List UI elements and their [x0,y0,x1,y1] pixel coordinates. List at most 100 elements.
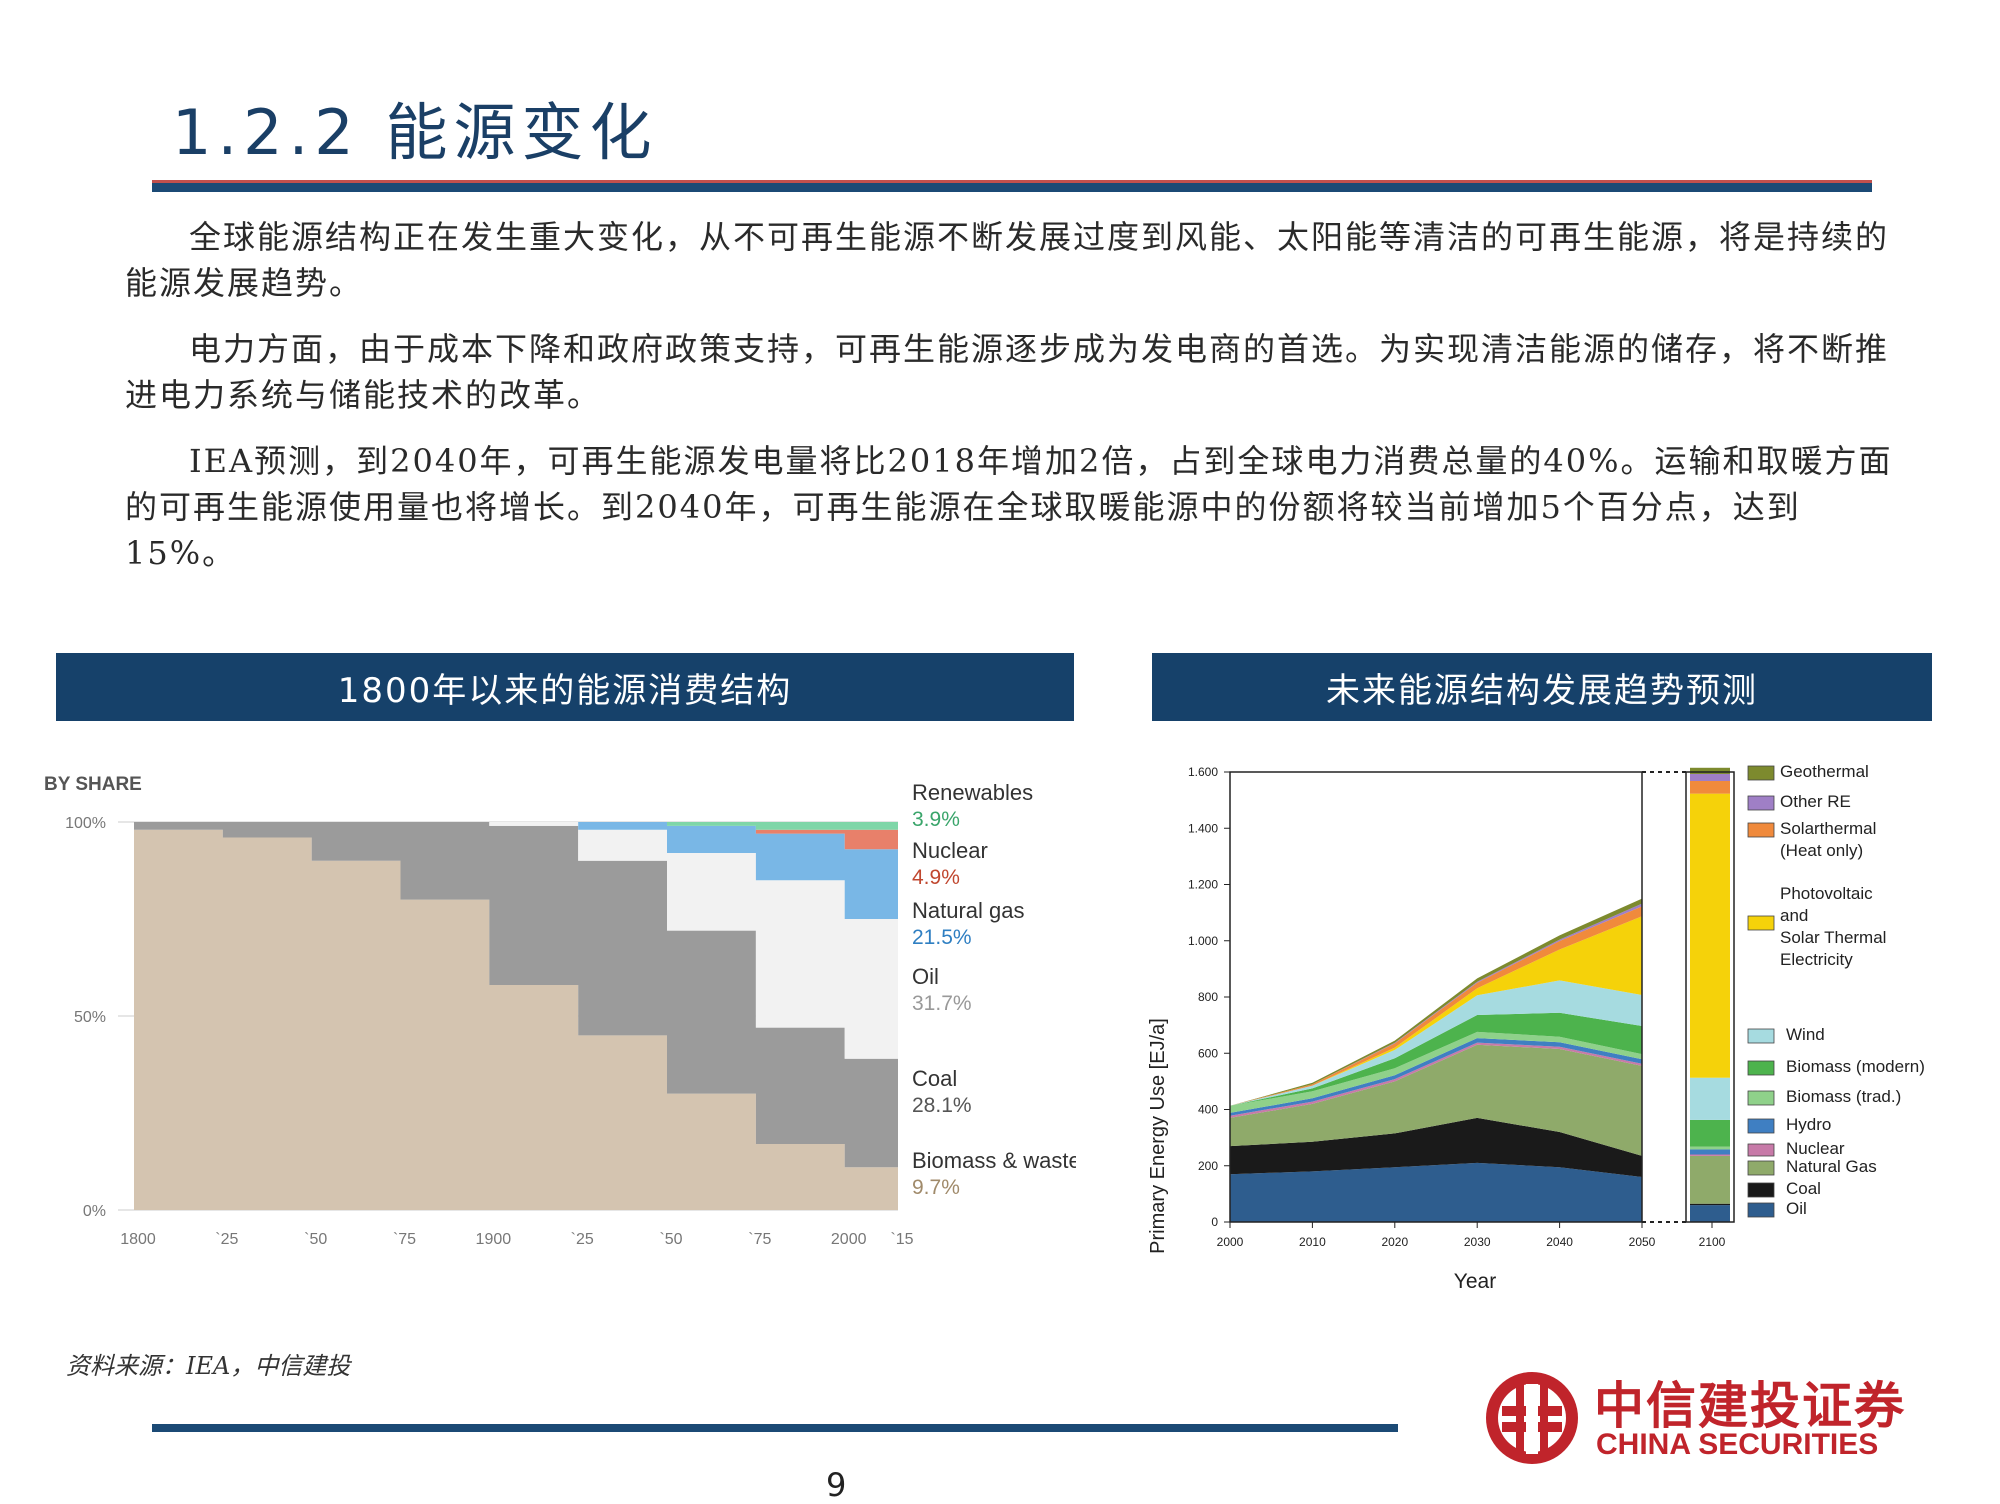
legend-swatch [1747,1028,1775,1044]
bar-2100-border [1685,771,1735,1223]
series-share-nuclear: 4.9% [912,866,960,889]
future-energy-chart: Primary Energy Use [EJ/a] Year 0 200 400 60… [1147,762,1925,1293]
bar-2100-biomass-trad [1690,1146,1730,1150]
bar-2100-photovoltaic-and-solar-thermal-electricity [1690,793,1730,1078]
legend-item-geothermal: Geothermal [1747,762,1869,781]
series-share-oil: 31.7% [912,992,972,1015]
legend-label: and [1780,906,1808,925]
x-tick-label: `25 [571,1231,594,1248]
y-tick-label: 50% [74,1009,106,1026]
area-wind [1230,980,1642,1106]
area-oil [1230,1162,1642,1222]
legend-swatch [1747,765,1775,781]
paragraph-energy-transition: 全球能源结构正在发生重大变化，从不可再生能源不断发展过度到风能、太阳能等清洁的可… [125,218,1890,302]
x-axis-label: Year [1454,1270,1496,1293]
y-tick-label: 400 [1198,1103,1218,1117]
series-share-coal: 28.1% [912,1094,972,1117]
legend-swatch [1747,915,1775,931]
legend-item-coal: Coal [1747,1179,1821,1198]
legend-swatch [1747,1182,1775,1198]
bar-2100-natural-gas [1690,1155,1730,1204]
x-tick-label: 2040 [1546,1235,1573,1249]
x-axis-ticks: 2000 2010 2020 2030 2040 2050 2100 [1217,1222,1726,1249]
series-share-natural-gas: 21.5% [912,926,972,949]
y-tick-label: 1.600 [1188,765,1218,779]
legend-swatch [1747,1118,1775,1134]
title-divider [152,180,1872,192]
area-renewables [134,822,898,838]
y-tick-label: 600 [1198,1046,1218,1060]
energy-share-chart: BY SHARE 0% 50% 100% 1800 `25 `50 `75 1900 `25 `… [44,774,1076,1248]
legend-label: Hydro [1786,1115,1831,1134]
legend-label: Wind [1786,1025,1825,1044]
series-label-biomass-waste: Biomass & waste [912,1148,1076,1173]
legend-swatch [1747,1143,1775,1157]
legend-swatch [1747,1090,1775,1106]
legend-label: Solarthermal [1780,819,1876,838]
right-chart-header: 未来能源结构发展趋势预测 [1152,653,1932,721]
source-note: 资料来源：IEA，中信建投 [66,1352,351,1380]
area-natural-gas [134,822,898,941]
x-tick-label: 2010 [1299,1235,1326,1249]
bar-2100-biomass-modern [1690,1119,1730,1147]
page-number: 9 [826,1466,847,1504]
y-tick-label: 800 [1198,990,1218,1004]
x-tick-label: 2000 [1217,1235,1244,1249]
legend-label: Biomass (modern) [1786,1057,1925,1076]
chart-areas [134,822,898,1210]
chart-legend: Geothermal Other RE Solarthermal (Heat only… [1747,762,1925,1218]
series-share-biomass-waste: 9.7% [912,1176,960,1199]
legend-label: Solar Thermal [1780,928,1886,947]
series-label-natural-gas: Natural gas [912,898,1025,923]
x-tick-label: `75 [748,1231,771,1248]
bar-2100-oil [1690,1205,1730,1222]
legend-label: Oil [1786,1199,1807,1218]
citic-emblem-icon [1486,1372,1578,1464]
x-tick-label: 2030 [1464,1235,1491,1249]
legend-item-wind: Wind [1747,1025,1825,1044]
legend-item-solarthermal-heat-only: Solarthermal (Heat only) [1747,819,1876,860]
legend-item-photovoltaic-and-solar-thermal-electricity: Photovoltaic and Solar Thermal Electricity [1747,884,1886,969]
legend-label: Nuclear [1786,1139,1845,1158]
legend-label: Geothermal [1780,762,1869,781]
legend-label: Photovoltaic [1780,884,1873,903]
area-coal [1230,1117,1642,1177]
x-tick-label: `50 [304,1231,327,1248]
area-geothermal [1230,898,1642,1106]
legend-swatch [1747,1060,1775,1076]
legend-swatch [1747,795,1775,811]
legend-item-hydro: Hydro [1747,1115,1831,1134]
legend-label: Natural Gas [1786,1157,1877,1176]
series-labels: Renewables 3.9% Nuclear 4.9% Natural gas 21.5… [912,780,1076,1199]
bar-2100-solarthermal-heat-only [1690,781,1730,794]
chart-subtitle: BY SHARE [44,774,142,795]
area-photovoltaic-and-solar-thermal-electricity [1230,916,1642,1106]
x-tick-label: 2050 [1629,1235,1656,1249]
bar-2100-other-re [1690,773,1730,781]
y-tick-label: 1.000 [1188,934,1218,948]
y-tick-label: 100% [65,815,106,832]
logo-english-name: CHINA SECURITIES [1596,1428,1879,1461]
legend-item-biomass-modern: Biomass (modern) [1747,1057,1925,1076]
y-axis-label: Primary Energy Use [EJ/a] [1147,1018,1169,1254]
bar-2100-wind [1690,1077,1730,1120]
x-tick-label: 2020 [1381,1235,1408,1249]
left-chart-header: 1800年以来的能源消费结构 [56,653,1074,721]
x-tick-label: 1800 [120,1231,156,1248]
page-title: 1.2.2 能源变化 [172,96,658,169]
area-hydro [1230,1038,1642,1116]
x-tick-label: `15 [890,1231,913,1248]
legend-label: Other RE [1780,792,1851,811]
legend-item-natural-gas: Natural Gas [1747,1157,1877,1176]
legend-label: Electricity [1780,950,1853,969]
legend-swatch [1747,822,1775,838]
x-tick-label: `25 [215,1231,238,1248]
area-coal [134,822,898,1173]
series-label-oil: Oil [912,964,939,989]
legend-label: Coal [1786,1179,1821,1198]
series-share-renewables: 3.9% [912,808,960,831]
legend-swatch [1747,1160,1775,1176]
x-tick-label: 1900 [476,1231,512,1248]
series-label-renewables: Renewables [912,780,1033,805]
series-label-coal: Coal [912,1066,957,1091]
